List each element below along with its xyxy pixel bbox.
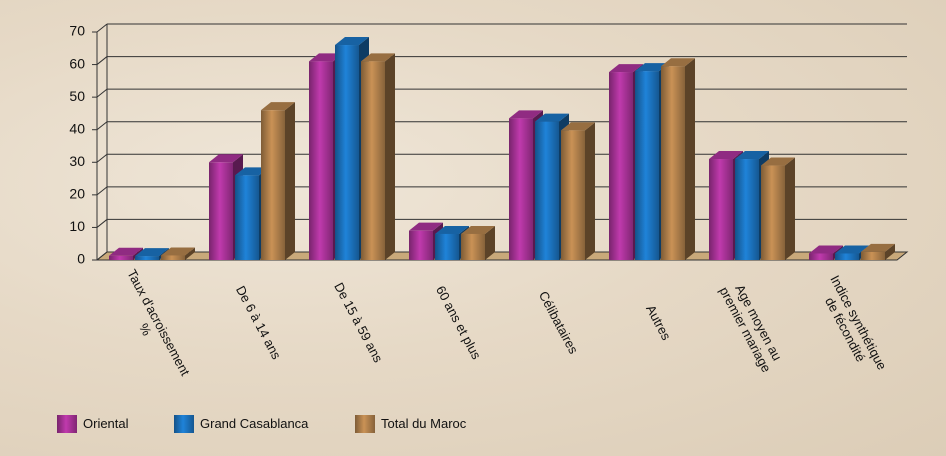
bar-top (661, 58, 695, 67)
bar-front (635, 71, 659, 260)
grid-line (96, 251, 108, 261)
bar (461, 225, 495, 260)
y-tick-label: 0 (77, 251, 85, 267)
grid-line (96, 219, 108, 228)
bar-side (785, 157, 795, 260)
bar-side (185, 247, 195, 260)
bar-top (235, 167, 269, 176)
bar-front (535, 121, 559, 260)
bar (261, 102, 295, 261)
bar-front (761, 165, 785, 260)
y-tick-label: 50 (69, 88, 85, 104)
bar-top (209, 154, 243, 163)
bar-top (635, 63, 669, 72)
bar-top (861, 243, 895, 252)
legend-swatch (355, 415, 375, 433)
bar-front (135, 256, 159, 260)
bar-front (409, 230, 433, 260)
bar-front (609, 72, 633, 260)
y-tick-label: 30 (69, 153, 85, 169)
bar-front (709, 159, 733, 260)
y-tick-label: 60 (69, 55, 85, 71)
bar-front (361, 61, 385, 260)
y-tick-label: 10 (69, 218, 85, 234)
bar-top (361, 53, 395, 62)
bar-top (809, 245, 843, 254)
bar-top (509, 110, 543, 119)
bar-front (835, 253, 859, 260)
bar-top (109, 247, 143, 256)
bar-top (261, 102, 295, 111)
bar (861, 243, 895, 260)
bar (161, 247, 195, 260)
bar-top (609, 64, 643, 73)
bar-front (235, 175, 259, 260)
bar-side (585, 122, 595, 260)
bar (761, 157, 795, 260)
bar-top (161, 247, 195, 256)
bar (361, 53, 395, 260)
grid-line (96, 121, 108, 131)
bar-top (335, 37, 369, 46)
bar-top (535, 113, 569, 122)
bar-side (685, 58, 695, 261)
legend-label: Total du Maroc (381, 416, 467, 431)
bar-front (335, 45, 359, 261)
grid-line (96, 23, 108, 33)
bar-top (435, 225, 469, 234)
bar-top (835, 245, 869, 254)
bar-front (461, 233, 485, 260)
bar-front (109, 255, 133, 260)
bar-front (809, 253, 833, 260)
bar-top (561, 122, 595, 131)
grid-line (96, 56, 108, 65)
legend-swatch (174, 415, 194, 433)
grid-line (96, 88, 108, 98)
bar (561, 122, 595, 260)
y-tick-label: 70 (69, 23, 85, 39)
bar-top (735, 151, 769, 160)
grid-line (96, 186, 108, 196)
legend-label: Grand Casablanca (200, 416, 309, 431)
legend-label: Oriental (83, 416, 129, 431)
grid-line (96, 153, 108, 163)
bar-front (561, 130, 585, 260)
bar-top (461, 225, 495, 234)
y-tick-label: 40 (69, 120, 85, 136)
bar-front (261, 110, 285, 261)
bar-top (709, 151, 743, 160)
bar-top (309, 53, 343, 62)
bar-front (161, 255, 185, 260)
bar-side (885, 243, 895, 260)
bar-side (485, 225, 495, 260)
bar-front (861, 251, 885, 260)
bar-top (135, 248, 169, 257)
bar-front (735, 159, 759, 260)
bar-side (285, 102, 295, 261)
bar-front (309, 61, 333, 260)
bar-top (761, 157, 795, 166)
bar-front (661, 66, 685, 260)
bar-front (509, 118, 533, 260)
bar-front (209, 162, 233, 260)
y-tick-label: 20 (69, 186, 85, 202)
bar-front (435, 233, 459, 260)
bar-side (385, 53, 395, 260)
bar-top (409, 222, 443, 231)
bar (661, 58, 695, 261)
legend-swatch (57, 415, 77, 433)
